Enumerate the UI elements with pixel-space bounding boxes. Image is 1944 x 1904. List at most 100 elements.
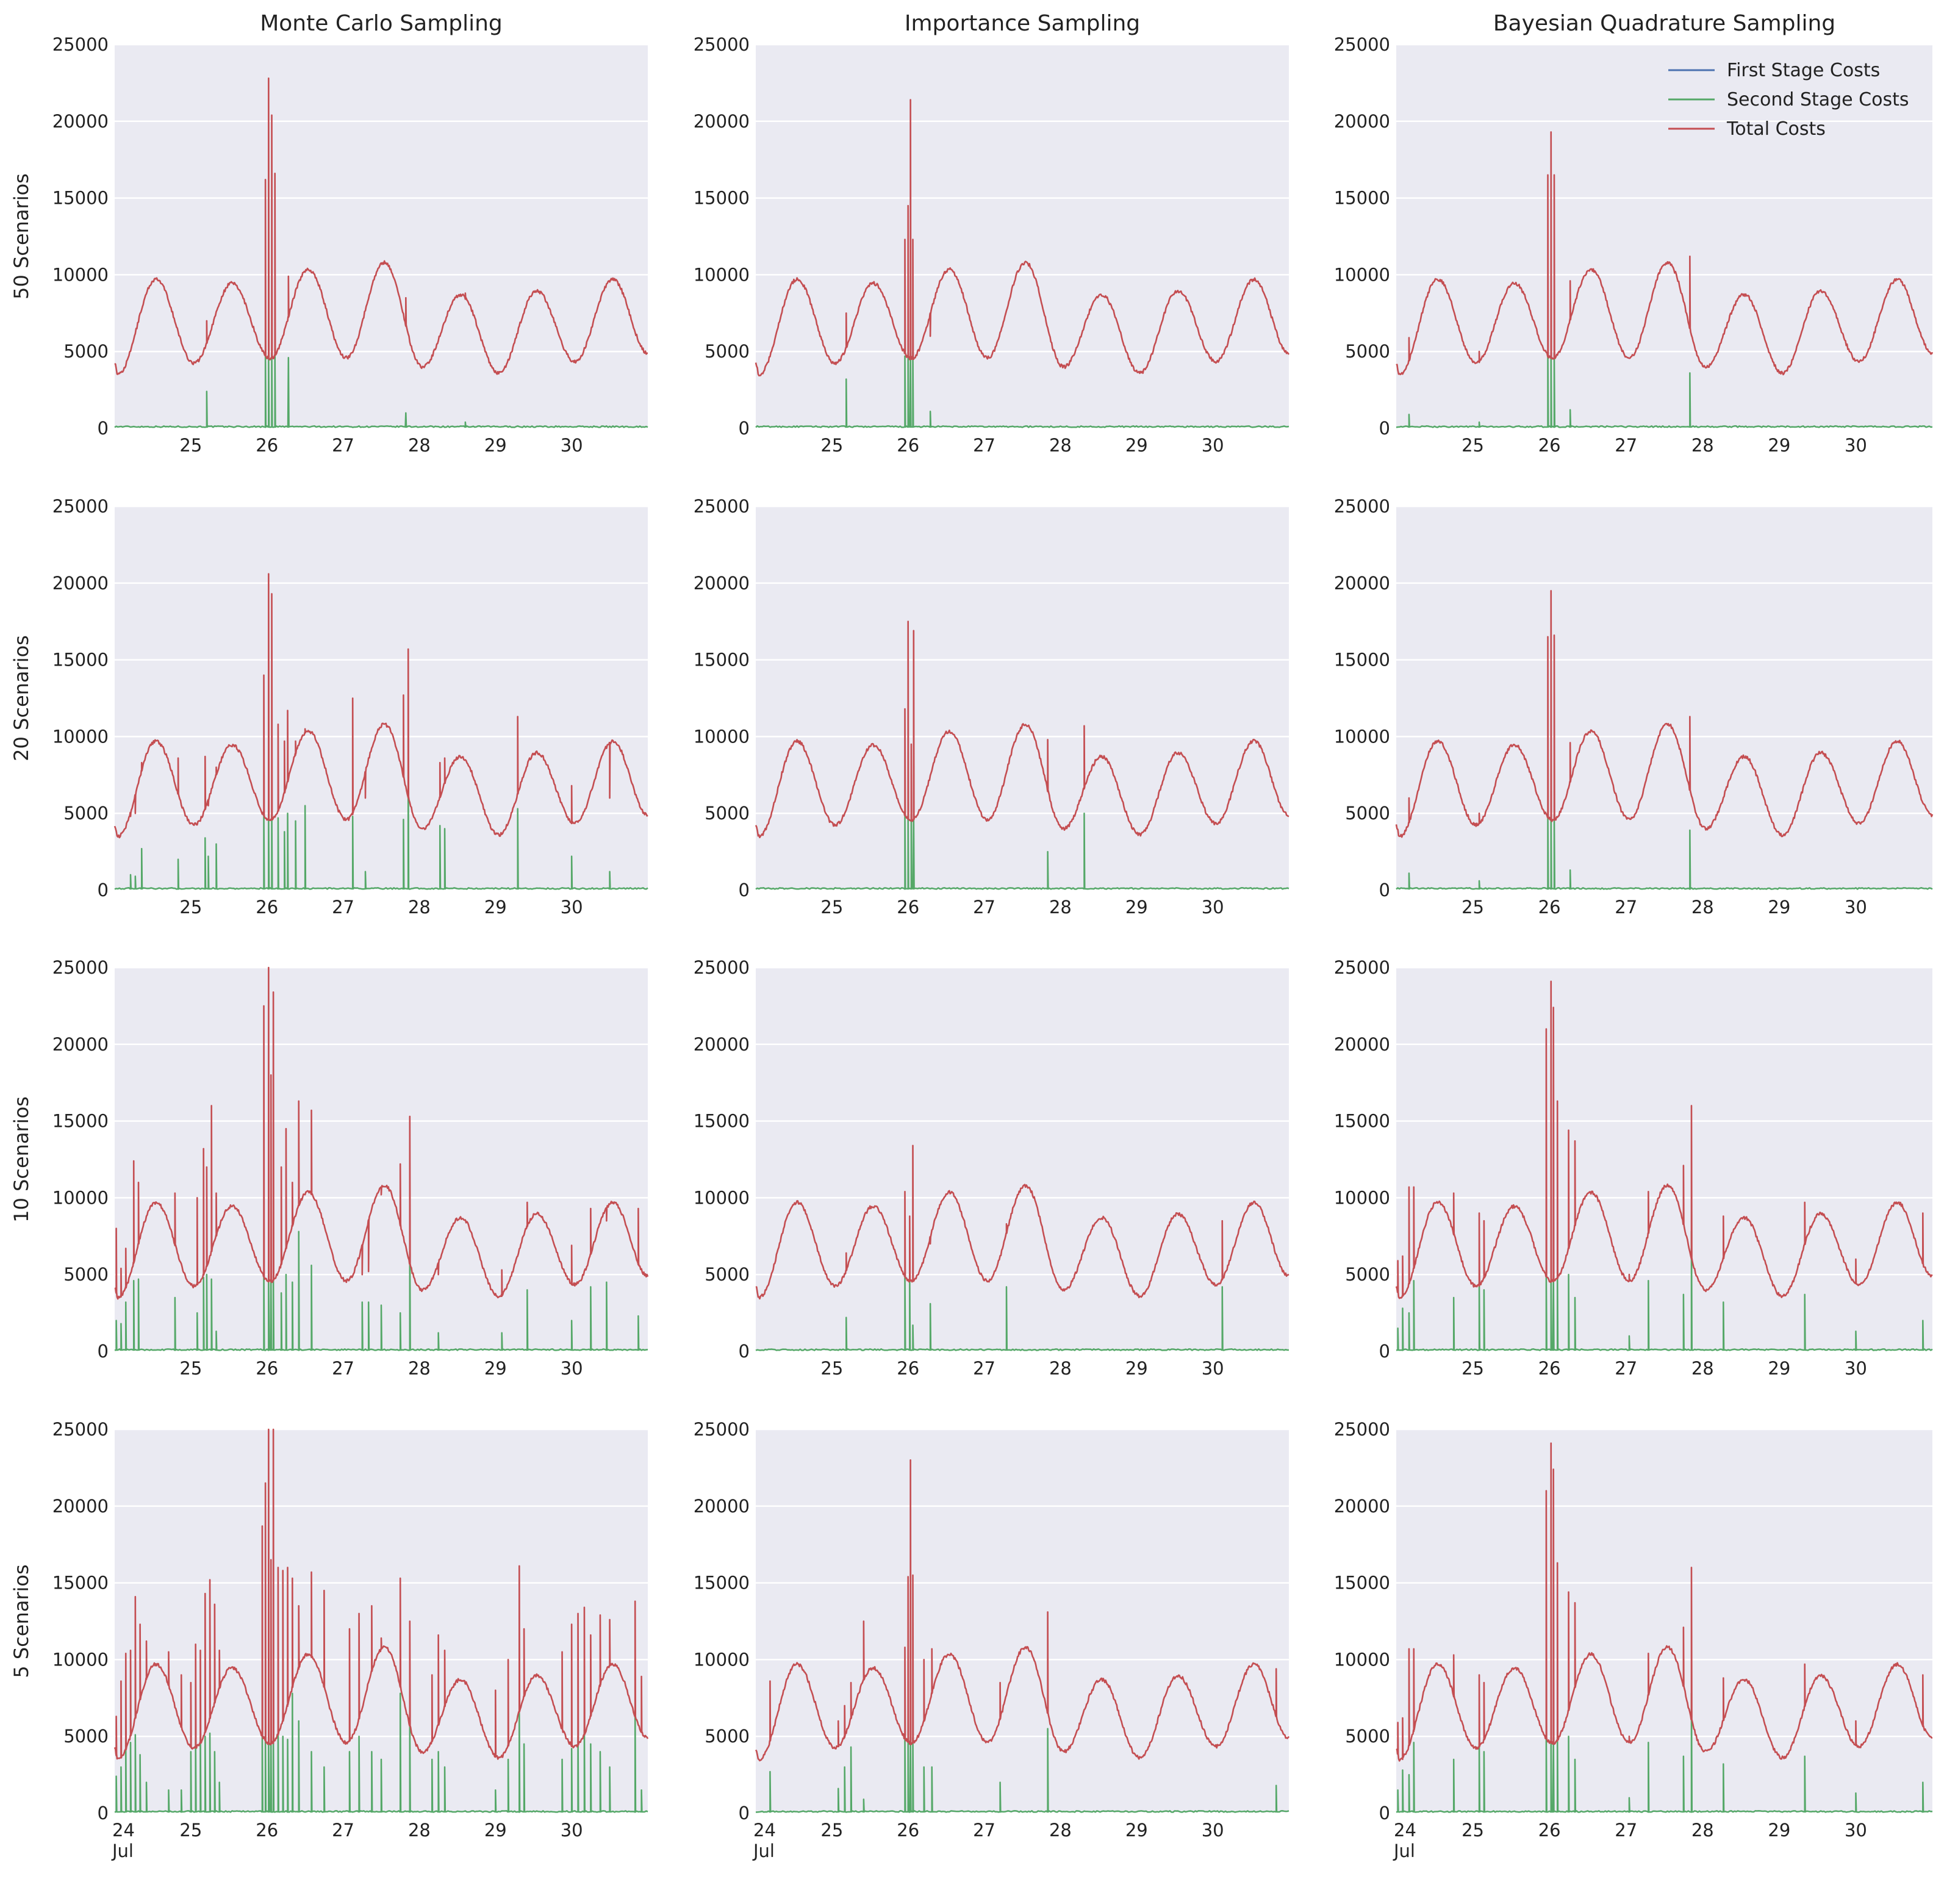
x-tick-label: 26 xyxy=(897,1820,919,1841)
x-tick-label: 28 xyxy=(1049,435,1072,456)
legend-entry-total-costs: Total Costs xyxy=(1726,118,1826,140)
x-tick-label: 26 xyxy=(1538,897,1561,918)
x-tick-label: 27 xyxy=(332,897,354,918)
y-tick-label: 10000 xyxy=(52,1649,109,1670)
y-tick-label: 10000 xyxy=(694,264,750,285)
plot-background xyxy=(1396,506,1932,890)
plot-background xyxy=(756,1429,1289,1813)
y-tick-label: 5000 xyxy=(705,803,750,824)
y-tick-label: 15000 xyxy=(1334,1573,1390,1593)
panel-50-scenarios-bayesian-quadrature-sampling: 0 5000 10000 15000 20000 25000 25 26 27 28 29 30 xyxy=(1334,34,1934,456)
x-tick-label: 25 xyxy=(179,1820,202,1841)
x-tick-label: 26 xyxy=(897,435,919,456)
plot-background xyxy=(1396,968,1932,1351)
y-tick-label: 0 xyxy=(739,880,750,900)
series-second-stage-costs xyxy=(755,812,1289,890)
series-total-costs xyxy=(1395,590,1934,838)
series-second-stage-costs xyxy=(755,350,1289,428)
legend: First Stage Costs Second Stage Costs Total… xyxy=(1668,60,1909,140)
series-second-stage-costs xyxy=(1396,352,1933,428)
plot-background xyxy=(115,1429,648,1813)
y-tick-label: 0 xyxy=(98,1803,109,1823)
x-tick-label: 29 xyxy=(1125,1820,1148,1841)
y-tick-label: 10000 xyxy=(694,726,750,747)
series-total-costs xyxy=(755,1459,1290,1762)
y-tick-label: 25000 xyxy=(52,496,109,517)
x-tick-label: 29 xyxy=(1768,1358,1790,1379)
x-tick-label: 25 xyxy=(820,897,843,918)
x-tick-label: 25 xyxy=(820,1820,843,1841)
y-tick-label: 20000 xyxy=(1334,1496,1390,1517)
y-tick-label: 25000 xyxy=(1334,496,1390,517)
x-tick-label: 27 xyxy=(973,435,995,456)
x-tick-label: 28 xyxy=(1691,1358,1714,1379)
panel-5-scenarios-importance-sampling: 0 5000 10000 15000 20000 25000 25 26 27 28 29 30 24J… xyxy=(694,1419,1290,1861)
series-second-stage-costs xyxy=(1396,814,1933,890)
series-second-stage-costs xyxy=(755,1275,1289,1351)
y-tick-label: 25000 xyxy=(1334,34,1390,55)
y-tick-label: 5000 xyxy=(1345,803,1390,824)
x-tick-label: 25 xyxy=(179,1358,202,1379)
x-tick-label: 30 xyxy=(1202,1820,1224,1841)
y-tick-label: 5000 xyxy=(705,1264,750,1285)
x-tick-label: 28 xyxy=(408,435,431,456)
x-tick-label: 30 xyxy=(561,435,583,456)
y-tick-label: 25000 xyxy=(694,34,750,55)
y-tick-label: 25000 xyxy=(694,1419,750,1440)
plot-background xyxy=(756,45,1289,428)
x-tick-label-start: 24 xyxy=(753,1820,776,1841)
panel-20-scenarios-importance-sampling: 0 5000 10000 15000 20000 25000 25 26 27 28 29 30 xyxy=(694,496,1289,918)
x-tick-label: 27 xyxy=(973,1358,995,1379)
y-tick-label: 15000 xyxy=(694,650,750,670)
y-tick-label: 15000 xyxy=(1334,188,1390,209)
y-tick-label: 25000 xyxy=(1334,957,1390,978)
y-tick-label: 15000 xyxy=(52,650,109,670)
y-tick-label: 20000 xyxy=(52,1034,109,1055)
y-tick-label: 0 xyxy=(98,418,109,439)
y-tick-label: 20000 xyxy=(694,1496,750,1517)
x-tick-label: 28 xyxy=(1049,1820,1072,1841)
y-tick-label: 5000 xyxy=(63,341,109,362)
x-tick-label: 25 xyxy=(820,1358,843,1379)
series-second-stage-costs xyxy=(755,1728,1289,1813)
legend-entry-second-stage-costs: Second Stage Costs xyxy=(1727,89,1909,110)
y-tick-label: 20000 xyxy=(694,573,750,594)
y-tick-label: 5000 xyxy=(63,803,109,824)
y-tick-label: 0 xyxy=(1379,880,1390,900)
x-tick-label: 28 xyxy=(1049,897,1072,918)
series-total-costs xyxy=(1395,980,1933,1299)
y-tick-label: 15000 xyxy=(52,188,109,209)
y-tick-label: 5000 xyxy=(705,1726,750,1747)
series-second-stage-costs xyxy=(1396,1230,1933,1351)
panel-5-scenarios-bayesian-quadrature-sampling: 0 5000 10000 15000 20000 25000 25 26 27 28 29 30 24J… xyxy=(1334,1419,1933,1861)
x-tick-label: 28 xyxy=(1049,1358,1072,1379)
panel-20-scenarios-bayesian-quadrature-sampling: 0 5000 10000 15000 20000 25000 25 26 27 28 29 30 xyxy=(1334,496,1934,918)
x-tick-label-start: 24 xyxy=(1394,1820,1416,1841)
x-tick-label: 30 xyxy=(561,897,583,918)
y-tick-label: 20000 xyxy=(694,1034,750,1055)
row-label-10-scenarios: 10 Scenarios xyxy=(10,1096,33,1223)
x-tick-label: 28 xyxy=(1691,897,1714,918)
x-tick-label: 29 xyxy=(484,897,507,918)
y-tick-label: 15000 xyxy=(52,1111,109,1132)
y-tick-label: 25000 xyxy=(694,496,750,517)
x-tick-label: 29 xyxy=(1125,1358,1148,1379)
y-tick-label: 10000 xyxy=(1334,1187,1390,1208)
series-total-costs xyxy=(755,99,1289,376)
x-tick-label: 30 xyxy=(1845,1358,1867,1379)
y-tick-label: 20000 xyxy=(1334,1034,1390,1055)
y-tick-label: 25000 xyxy=(52,1419,109,1440)
plot-background xyxy=(756,506,1289,890)
y-tick-label: 5000 xyxy=(1345,1264,1390,1285)
y-tick-label: 20000 xyxy=(52,111,109,132)
series-total-costs xyxy=(114,77,648,375)
x-tick-label: 26 xyxy=(897,897,919,918)
x-tick-label: 25 xyxy=(1462,435,1484,456)
y-tick-label: 0 xyxy=(739,1341,750,1362)
plot-background xyxy=(115,45,648,428)
y-tick-label: 10000 xyxy=(1334,1649,1390,1670)
y-tick-label: 5000 xyxy=(63,1726,109,1747)
series-second-stage-costs xyxy=(1396,1692,1933,1813)
y-tick-label: 15000 xyxy=(1334,1111,1390,1132)
x-tick-label: 25 xyxy=(820,435,843,456)
